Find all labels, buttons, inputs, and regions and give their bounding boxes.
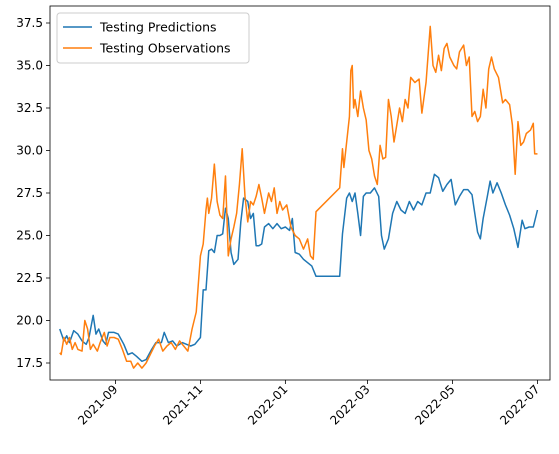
y-tick-label: 37.5 xyxy=(16,16,43,30)
series-line-testing-observations xyxy=(59,25,538,369)
y-tick-label: 20.0 xyxy=(16,314,43,328)
y-tick-label: 30.0 xyxy=(16,144,43,158)
y-tick-label: 22.5 xyxy=(16,271,43,285)
y-axis: 17.5 20.0 22.5 25.0 27.5 30.0 32.5 35.0 37.5 xyxy=(16,16,50,370)
y-tick-label: 27.5 xyxy=(16,186,43,200)
y-tick-label: 17.5 xyxy=(16,356,43,370)
y-tick-label: 35.0 xyxy=(16,59,43,73)
legend-label: Testing Observations xyxy=(99,41,231,56)
legend-label: Testing Predictions xyxy=(99,20,217,35)
legend: Testing Predictions Testing Observations xyxy=(56,12,250,64)
series-line-testing-predictions xyxy=(59,173,539,363)
series-lines xyxy=(59,25,539,369)
legend-box xyxy=(56,12,250,64)
y-tick-label: 25.0 xyxy=(16,229,43,243)
y-tick-label: 32.5 xyxy=(16,101,43,115)
